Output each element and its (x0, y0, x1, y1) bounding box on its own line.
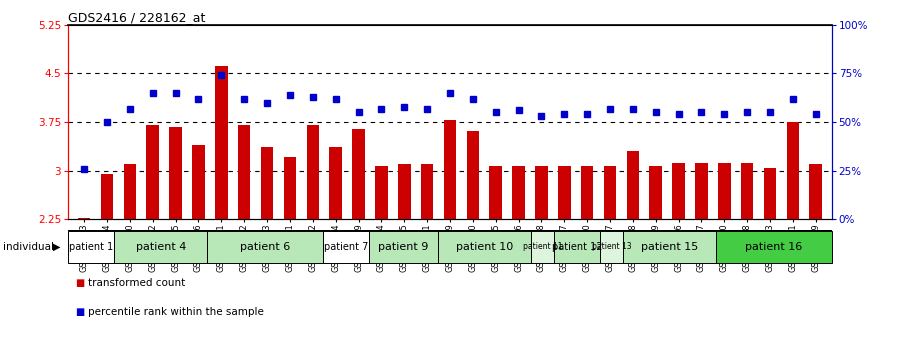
Text: patient 1: patient 1 (69, 242, 114, 252)
Bar (718, 163, 731, 219)
Bar (649, 166, 662, 219)
Bar (604, 166, 616, 219)
Bar (375, 166, 387, 219)
Text: patient 16: patient 16 (745, 242, 803, 252)
Bar (68, 231, 115, 263)
Text: patient 4: patient 4 (135, 242, 186, 252)
Bar (261, 147, 274, 219)
Bar (398, 164, 411, 219)
Text: patient 9: patient 9 (378, 242, 429, 252)
Text: patient 11: patient 11 (523, 242, 563, 251)
Bar (809, 164, 822, 219)
Bar (352, 129, 365, 219)
Text: patient 13: patient 13 (592, 242, 632, 251)
Bar (554, 231, 600, 263)
Text: patient 12: patient 12 (552, 242, 603, 252)
Bar (513, 166, 524, 219)
Bar (716, 231, 832, 263)
Bar (323, 231, 369, 263)
Bar (146, 125, 159, 219)
Bar (581, 166, 594, 219)
Bar (673, 163, 684, 219)
Bar (306, 125, 319, 219)
Bar (238, 125, 251, 219)
Text: individual: individual (3, 242, 54, 252)
Bar (444, 120, 456, 219)
Bar (626, 152, 639, 219)
Text: patient 15: patient 15 (641, 242, 698, 252)
Bar (764, 167, 776, 219)
Bar (695, 163, 708, 219)
Text: ■: ■ (75, 278, 85, 288)
Bar (624, 231, 716, 263)
Bar (284, 156, 296, 219)
Bar (215, 65, 227, 219)
Bar (558, 166, 571, 219)
Bar (329, 147, 342, 219)
Bar (741, 163, 754, 219)
Text: ▶: ▶ (54, 242, 61, 252)
Text: percentile rank within the sample: percentile rank within the sample (88, 307, 264, 316)
Bar (78, 217, 91, 219)
Bar (535, 166, 548, 219)
Bar (207, 231, 323, 263)
Bar (466, 131, 479, 219)
Bar (169, 127, 182, 219)
Bar (124, 164, 136, 219)
Text: patient 6: patient 6 (240, 242, 290, 252)
Bar (101, 174, 114, 219)
Bar (192, 145, 205, 219)
Bar (786, 122, 799, 219)
Bar (600, 231, 624, 263)
Bar (438, 231, 531, 263)
Text: GDS2416 / 228162_at: GDS2416 / 228162_at (68, 11, 205, 24)
Bar (531, 231, 554, 263)
Text: ■: ■ (75, 307, 85, 316)
Text: patient 10: patient 10 (456, 242, 514, 252)
Text: patient 7: patient 7 (324, 242, 368, 252)
Bar (115, 231, 207, 263)
Bar (369, 231, 438, 263)
Bar (421, 164, 434, 219)
Bar (489, 166, 502, 219)
Text: transformed count: transformed count (88, 278, 185, 288)
